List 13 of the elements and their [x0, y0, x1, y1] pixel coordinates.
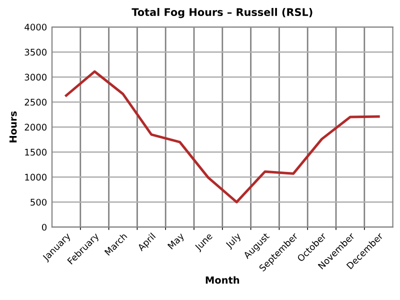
y-tick-label: 4000	[24, 24, 47, 31]
y-tick-label: 2500	[24, 98, 47, 106]
chart-title: Total Fog Hours – Russell (RSL)	[132, 8, 312, 18]
line-series	[64, 70, 380, 204]
y-tick-label: 1500	[25, 148, 47, 156]
y-tick-label: 3500	[24, 48, 47, 56]
y-tick-label: 2000	[24, 124, 47, 131]
y-axis-title: Hours	[10, 111, 17, 142]
x-axis-title: Month	[206, 276, 240, 284]
y-tick-label: 500	[30, 198, 47, 206]
y-tick-label: 0	[42, 224, 47, 231]
y-tick-label: 3000	[24, 74, 47, 81]
y-tick-label: 1000	[25, 174, 47, 181]
